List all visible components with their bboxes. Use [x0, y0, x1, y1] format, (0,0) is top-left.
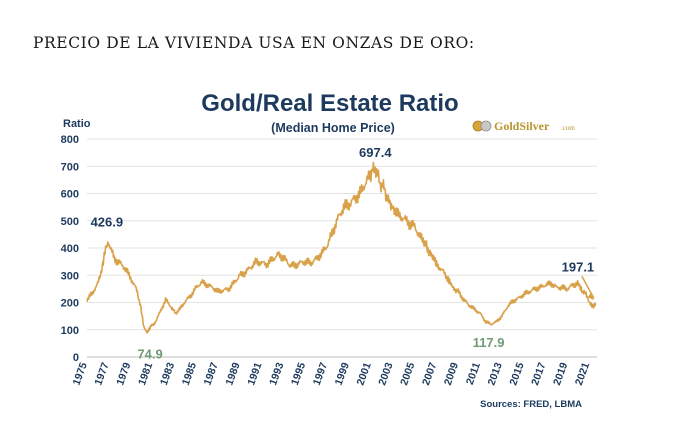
- x-tick-label: 2005: [398, 361, 417, 387]
- x-tick-label: 2019: [551, 361, 570, 387]
- y-tick-label: 700: [61, 161, 79, 173]
- annotation-arrow: [581, 275, 595, 299]
- annotation-label: 697.4: [359, 145, 392, 160]
- goldsilver-logo: GoldSilver .com: [472, 119, 575, 133]
- annotation-label: 74.9: [137, 347, 162, 362]
- grid: [87, 138, 597, 358]
- x-tick-label: 1981: [136, 361, 155, 387]
- arrow-head-icon: [587, 292, 594, 301]
- source-note: Sources: FRED, LBMA: [480, 399, 582, 410]
- annotation-label: 197.1: [562, 259, 595, 274]
- x-tick-label: 1979: [114, 361, 133, 387]
- x-tick-label: 2003: [376, 361, 395, 387]
- x-tick-label: 2015: [507, 361, 526, 387]
- y-axis-label: Ratio: [63, 118, 91, 130]
- x-tick-label: 2007: [420, 361, 439, 387]
- annotation-label: 117.9: [473, 335, 505, 350]
- page-heading: PRECIO DE LA VIVIENDA USA EN ONZAS DE OR…: [33, 34, 475, 52]
- series-line: [86, 161, 597, 334]
- x-tick-label: 1993: [267, 361, 286, 387]
- x-tick-label: 1975: [71, 361, 90, 387]
- y-tick-label: 400: [61, 243, 79, 255]
- x-tick-label: 1977: [92, 361, 111, 387]
- silver-coin-icon: [480, 120, 492, 132]
- x-tick-label: 1989: [223, 361, 242, 387]
- x-tick-label: 1991: [245, 361, 264, 387]
- y-tick-label: 500: [61, 216, 79, 228]
- brand-name: GoldSilver: [494, 119, 550, 133]
- y-tick-label: 200: [61, 298, 79, 310]
- chart-subtitle: (Median Home Price): [271, 121, 395, 135]
- brand-suffix: .com: [561, 124, 575, 132]
- x-tick-label: 1985: [180, 361, 199, 387]
- y-tick-label: 100: [61, 325, 79, 337]
- chart-title: Gold/Real Estate Ratio: [201, 90, 458, 117]
- y-tick-label: 0: [73, 352, 79, 364]
- x-tick-label: 2021: [573, 361, 592, 387]
- x-axis: 1975 1977 1979 1981 1983 1985 1987 1989 1991 1993…: [71, 361, 593, 387]
- y-tick-label: 300: [61, 270, 79, 282]
- x-tick-label: 1995: [289, 361, 308, 387]
- y-tick-label: 800: [61, 134, 79, 146]
- x-tick-label: 2001: [354, 361, 373, 387]
- annotation-label: 426.9: [91, 215, 124, 230]
- x-tick-label: 1997: [311, 361, 330, 387]
- annotations: 426.9 74.9 697.4 117.9 197.1: [91, 145, 595, 362]
- x-tick-label: 1983: [158, 361, 177, 387]
- x-tick-label: 2009: [442, 361, 461, 387]
- y-tick-label: 600: [61, 189, 79, 201]
- x-tick-label: 2013: [486, 361, 505, 387]
- y-axis: 0 100 200 300 400 500 600 700 800: [61, 134, 79, 364]
- x-tick-label: 2011: [464, 361, 483, 387]
- x-tick-label: 2017: [529, 361, 548, 387]
- x-tick-label: 1987: [202, 361, 221, 387]
- x-tick-label: 1999: [333, 361, 352, 387]
